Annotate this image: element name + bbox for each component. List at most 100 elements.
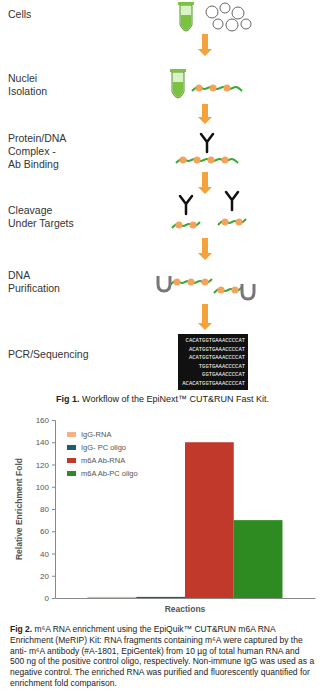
nucleosome [188,279,195,286]
legend-label: IgG-RNA [81,430,111,439]
tube-body [180,5,192,31]
step-label-line: Cleavage [8,203,53,215]
chromatin [192,85,242,92]
figure-1-caption: Fig 1. Workflow of the EpiNext™ CUT&RUN … [0,394,325,404]
cell [241,19,251,29]
sequencing-output [178,334,248,390]
step-label-line: Nuclei [8,71,37,83]
step-label-line: Under Targets [8,216,74,228]
y-tick: 120 [36,461,55,470]
step-label: Protein/DNAComplex -Ab Binding [8,132,66,170]
caption-label: Fig 1. [56,394,80,404]
chromatin [170,279,212,286]
step-label: Cells [8,8,31,20]
cell [226,19,238,31]
step-arrow [198,172,212,194]
dna-strand [172,222,200,228]
bars [88,442,283,598]
y-tick-label: 100 [36,483,50,492]
nucleosome [222,157,229,164]
dna-strand [170,279,212,285]
step-arrow [198,304,212,330]
legend-label: m6A Ab-PC oligo [81,469,138,478]
nucleosome [174,279,181,286]
step-label-line: Complex - [8,145,56,157]
legend-swatch [67,432,76,437]
step-arrow [198,238,212,260]
legend-item: m6A Ab-RNA [67,456,125,465]
chromatin [172,222,200,229]
chromatin [218,219,246,226]
tube [170,69,186,98]
y-tick-label: 0 [45,594,50,603]
x-axis-title: Reactions [165,604,206,614]
y-tick: 40 [40,550,55,559]
nucleosome [222,219,229,226]
bar [136,597,185,598]
y-tick-mark [52,487,55,488]
sequence-read: TGGTGAAACCCCAT [199,363,246,370]
bar [88,597,137,598]
sequence-read: ACATGGTGAAACCCCAT [189,346,246,353]
workflow: Cells NucleiIsolation Protein/DNAComplex -… [8,2,254,390]
step-label-line: DNA [8,268,30,280]
tube-liquid [181,15,191,30]
legend-label: IgG- PC oligo [81,443,126,452]
y-tick-mark [52,420,55,421]
y-tick-label: 60 [40,527,49,536]
legend-item: m6A Ab-PC oligo [67,469,138,478]
nucleosome [190,222,197,229]
y-tick-mark [52,598,55,599]
legend: IgG-RNA IgG- PC oligo m6A Ab-RNA m6A Ab-PC … [67,430,138,478]
y-tick-mark [52,442,55,443]
x-axis [56,598,316,599]
step-label-line: Cells [8,8,31,20]
nucleosome [224,85,231,92]
y-tick: 60 [40,527,55,536]
nucleosome [210,85,217,92]
sequence-read: CACATGGTGAAACCCCAT [186,337,246,344]
step-label: NucleiIsolation [8,71,47,96]
y-tick: 140 [36,438,55,447]
bead-magnet [158,276,170,291]
figure-2-caption: Fig 2. m⁶A RNA enrichment using the EpiQ… [10,624,315,689]
y-tick-mark [52,509,55,510]
y-tick-mark [52,465,55,466]
sequence-read: ACACATGGTGAAACCCCAT [182,380,245,387]
tube-cap [178,2,194,5]
y-tick-label: 20 [40,572,49,581]
tube-cap [170,69,186,72]
step-label-line: Ab Binding [8,158,59,170]
antibody [180,196,192,214]
y-tick-mark [52,531,55,532]
x-axis-line [56,598,316,599]
step-label-line: Isolation [8,84,47,96]
legend-label: m6A Ab-RNA [81,456,125,465]
chart: 020406080100120140160Relative Enrichment… [14,416,316,614]
y-axis: 020406080100120140160 [36,416,56,603]
tube-liquid [173,82,183,97]
dna-strand [218,219,246,225]
y-tick: 20 [40,572,55,581]
nucleosome [232,287,239,294]
y-tick-label: 40 [40,550,49,559]
bar [234,520,283,598]
antibody [226,192,238,210]
y-axis-line [52,421,56,599]
caption-space [80,394,83,404]
step-label: CleavageUnder Targets [8,203,74,228]
nucleosome [208,157,215,164]
bar [185,442,234,598]
y-axis-title: Relative Enrichment Fold [14,458,24,560]
y-tick: 0 [45,594,55,603]
legend-swatch [67,471,76,476]
bead-magnet [242,284,254,299]
y-tick-mark [52,576,55,577]
step-arrow [198,104,212,124]
chromatin [176,157,238,164]
step-label: DNAPurification [8,268,60,293]
nucleosome [236,219,243,226]
sequence-read: ACATGGTGAAACCCCAT [189,354,246,361]
nucleosome [202,279,209,286]
legend-swatch [67,458,76,463]
